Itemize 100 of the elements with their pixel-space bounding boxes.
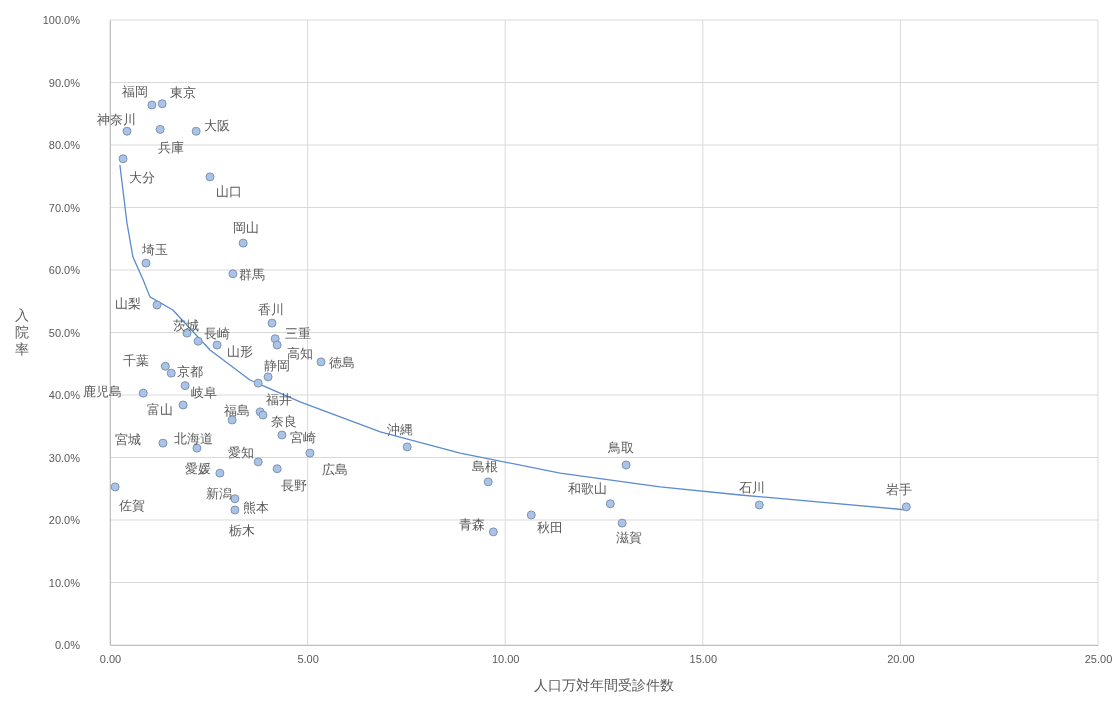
- point: [110, 482, 120, 492]
- y-tick-label: 70.0%: [48, 201, 81, 214]
- y-tick-label: 100.0%: [42, 14, 81, 27]
- point: [617, 518, 627, 528]
- point: [402, 442, 412, 452]
- annotation: 新潟: [205, 486, 232, 502]
- point: [118, 154, 128, 164]
- annotation: 福井: [266, 392, 293, 408]
- x-tick-label: 0.00: [99, 652, 122, 665]
- annotation: 岩手: [886, 481, 913, 497]
- point: [253, 457, 263, 467]
- annotation: 石川: [739, 480, 766, 495]
- point: [147, 100, 157, 110]
- y-tick-label: 90.0%: [48, 76, 81, 89]
- annotation: 青森: [459, 516, 486, 532]
- annotation: 千葉: [123, 353, 150, 369]
- point: [526, 510, 536, 520]
- point: [152, 300, 162, 310]
- y-tick-label: 0.0%: [54, 639, 81, 652]
- x-tick-label: 20.00: [887, 652, 915, 665]
- annotation: 岐阜: [191, 384, 218, 400]
- annotation: 秋田: [537, 520, 564, 535]
- point: [754, 500, 764, 510]
- point: [238, 238, 248, 248]
- point: [316, 357, 326, 367]
- y-tick-label: 20.0%: [48, 514, 81, 527]
- annotation: 山梨: [115, 296, 142, 311]
- annotation: 広島: [321, 462, 348, 478]
- point: [160, 361, 170, 371]
- point: [272, 340, 282, 350]
- annotation: 福岡: [121, 84, 148, 99]
- annotation: 宮崎: [289, 430, 316, 445]
- annotation: 北海道: [174, 431, 214, 446]
- annotation: 山口: [215, 183, 242, 199]
- point: [263, 372, 273, 382]
- annotation: 兵庫: [158, 140, 185, 156]
- point: [621, 460, 631, 470]
- annotation: 宮城: [114, 432, 141, 448]
- annotation: 愛知: [228, 444, 255, 460]
- y-tick-label: 40.0%: [48, 389, 81, 402]
- point: [122, 126, 132, 136]
- point: [180, 381, 190, 391]
- annotation: 愛媛: [184, 461, 211, 477]
- point: [205, 172, 215, 182]
- point: [267, 318, 277, 328]
- annotation: 和歌山: [568, 480, 608, 496]
- annotation: 栃木: [228, 523, 255, 538]
- annotation: 滋賀: [616, 530, 643, 546]
- point: [138, 388, 148, 398]
- y-tick-label: 50.0%: [48, 326, 81, 339]
- annotation: 鹿児島: [83, 384, 123, 400]
- annotation: 香川: [258, 302, 285, 318]
- point: [212, 340, 222, 350]
- point: [277, 430, 287, 440]
- annotation: 神奈川: [96, 112, 136, 128]
- point: [272, 464, 282, 474]
- point: [166, 368, 176, 378]
- annotation: 京都: [177, 364, 204, 380]
- annotation: 鳥取: [607, 440, 635, 455]
- annotation: 高知: [287, 346, 314, 361]
- y-tick-label: 10.0%: [48, 576, 81, 589]
- annotation: 長野: [281, 477, 308, 493]
- y-tick-label: 30.0%: [48, 451, 81, 464]
- annotation: 沖縄: [387, 421, 414, 437]
- point: [483, 477, 493, 487]
- point: [253, 378, 263, 388]
- annotation: 東京: [170, 84, 197, 100]
- annotation: 島根: [472, 458, 499, 474]
- point: [191, 126, 201, 136]
- point: [155, 124, 165, 134]
- annotation: 福島: [224, 402, 251, 418]
- annotation: 埼玉: [140, 242, 168, 258]
- annotation: 奈良: [270, 414, 297, 429]
- x-tick-label: 5.00: [297, 652, 319, 665]
- x-tick-label: 10.00: [491, 652, 520, 665]
- annotation: 大阪: [204, 118, 231, 134]
- point: [141, 258, 151, 268]
- point: [305, 448, 315, 458]
- annotation: 山形: [227, 344, 254, 359]
- annotation: 長崎: [204, 326, 231, 342]
- annotation: 茨城: [173, 318, 200, 334]
- point: [215, 468, 225, 478]
- point: [230, 505, 240, 515]
- point: [178, 400, 188, 410]
- point: [193, 336, 203, 346]
- annotation: 三重: [285, 325, 312, 341]
- annotation: 大分: [129, 169, 156, 185]
- y-tick-label: 60.0%: [48, 264, 81, 277]
- annotation: 徳島: [329, 354, 356, 370]
- point: [228, 269, 238, 279]
- x-tick-label: 15.00: [689, 652, 718, 665]
- point: [488, 527, 498, 537]
- point: [901, 502, 911, 512]
- annotation: 群馬: [238, 266, 265, 282]
- x-tick-label: 25.00: [1084, 652, 1113, 665]
- point: [157, 99, 167, 109]
- annotation: 熊本: [242, 499, 269, 515]
- point: [605, 499, 615, 509]
- annotation: 富山: [147, 402, 174, 417]
- y-axis-title: 入院率: [15, 307, 29, 357]
